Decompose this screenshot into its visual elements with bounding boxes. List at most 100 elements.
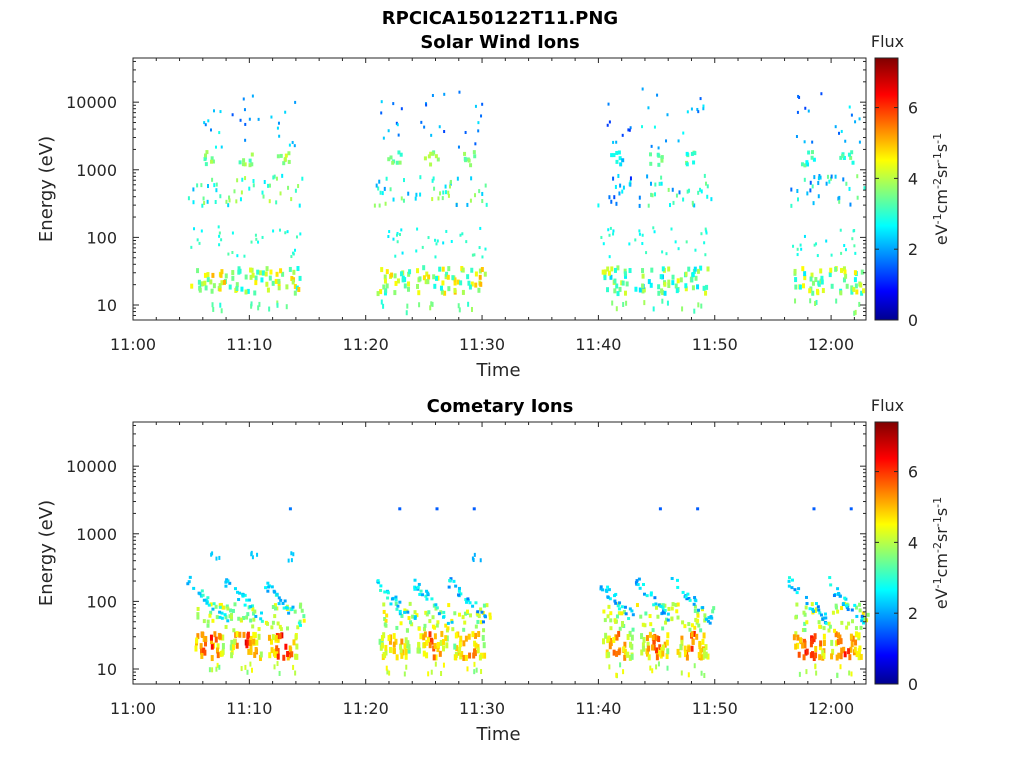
data-cell [267,183,270,188]
data-cell [705,229,708,233]
data-cell [685,151,689,156]
data-cell [386,669,389,675]
data-cell [398,507,402,511]
data-cell [226,579,230,583]
data-cell [219,272,223,278]
data-cell [687,646,691,653]
data-cell [799,243,802,247]
data-cell [468,284,472,290]
data-cell [427,274,431,280]
data-cell [291,279,295,285]
data-cell [383,622,387,627]
data-cell [393,273,397,279]
data-cell [832,594,836,598]
data-cell [458,641,462,648]
data-cell [293,144,296,148]
data-cell [466,599,470,603]
data-cell [388,230,391,234]
data-cell [459,592,463,596]
data-cell [238,160,242,165]
burst-cluster [638,87,675,312]
data-cell [216,652,220,659]
data-cell [201,281,205,287]
data-cell [419,192,422,197]
data-cell [686,592,690,596]
data-cell [612,153,616,158]
data-cell [473,661,476,667]
data-cell [456,176,459,181]
data-cell [664,620,668,625]
data-cell [426,591,430,595]
data-cell [660,288,664,294]
data-cell [691,638,695,645]
data-cell [829,267,833,273]
data-cell [394,638,398,645]
data-cell [383,186,386,191]
burst-cluster [262,100,304,312]
data-cell [403,178,406,183]
data-cell [434,154,438,159]
data-cell [838,634,842,641]
units-part: -2 [931,542,944,553]
data-cell [382,284,386,290]
data-cell [457,612,461,617]
data-cell [462,627,466,632]
data-cell [292,639,296,646]
data-cell [206,199,209,204]
data-cell [388,646,392,653]
data-cell [706,266,710,272]
data-cell [235,282,239,288]
data-cell [277,285,281,291]
data-cell [242,97,245,101]
data-cell [218,664,221,670]
data-cell [685,654,689,661]
data-cell [409,620,413,625]
data-cell [853,277,857,283]
data-cell [240,666,243,672]
data-cell [848,186,851,191]
data-cell [843,651,847,658]
data-cell [803,642,807,649]
data-cell [380,267,384,273]
data-cell [415,613,419,618]
data-cell [268,306,271,312]
data-cell [839,653,843,660]
data-cell [428,619,432,624]
data-cell [463,620,467,625]
data-cell [858,301,861,307]
data-cell [661,250,664,254]
data-cell [805,602,809,606]
data-cell [615,159,619,164]
data-cell [615,634,619,641]
data-cell [298,275,302,281]
data-cell [647,654,651,661]
data-cell [251,94,254,98]
data-cell [697,190,700,195]
data-cell [620,611,624,616]
data-cell [445,635,449,642]
data-cell [607,604,611,609]
data-cell [450,620,454,624]
burst-cluster [224,550,270,675]
data-cell [220,611,224,615]
data-cell [214,145,217,149]
panel-title: Solar Wind Ions [420,32,579,53]
data-cell [845,283,849,289]
units-part: -1 [931,577,944,588]
data-cell [859,653,863,660]
data-cell [842,155,846,160]
data-cell [463,151,467,156]
data-cell [688,627,692,632]
data-cell [479,620,483,625]
data-cell [243,254,246,258]
data-cell [687,672,690,678]
data-cell [213,109,216,113]
data-cell [432,176,435,181]
x-tick-label: 11:50 [692,335,738,354]
data-cell [628,128,631,132]
data-cell [226,606,230,611]
data-cell [813,633,817,640]
units-part: -1 [931,133,944,144]
data-cell [432,603,436,608]
data-cell [417,582,421,586]
